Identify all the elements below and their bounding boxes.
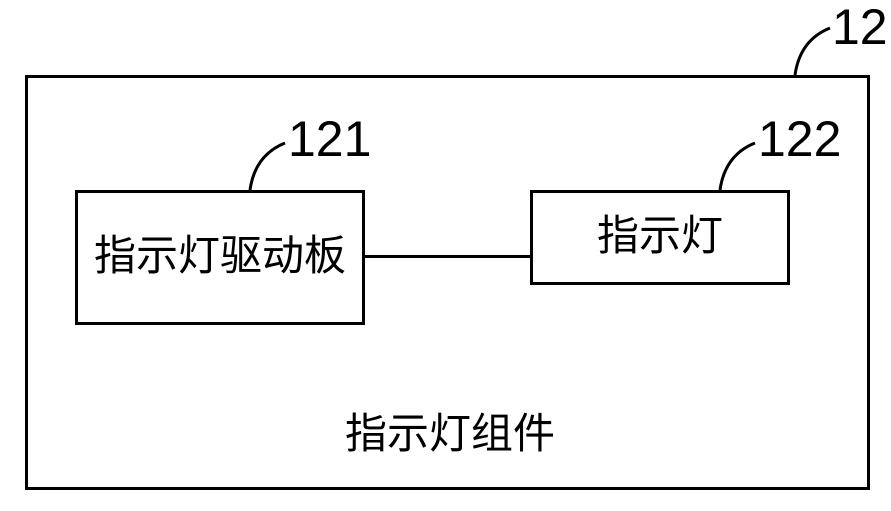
outer-label: 12 [832, 0, 888, 56]
connector-line [365, 255, 530, 258]
driver-board-text: 指示灯驱动板 [94, 230, 346, 285]
indicator-light-box: 指示灯 [530, 190, 790, 285]
light-label: 122 [758, 110, 841, 168]
outer-caption: 指示灯组件 [345, 400, 555, 461]
driver-board-box: 指示灯驱动板 [75, 190, 365, 325]
indicator-light-text: 指示灯 [597, 210, 723, 265]
driver-label: 121 [288, 110, 371, 168]
